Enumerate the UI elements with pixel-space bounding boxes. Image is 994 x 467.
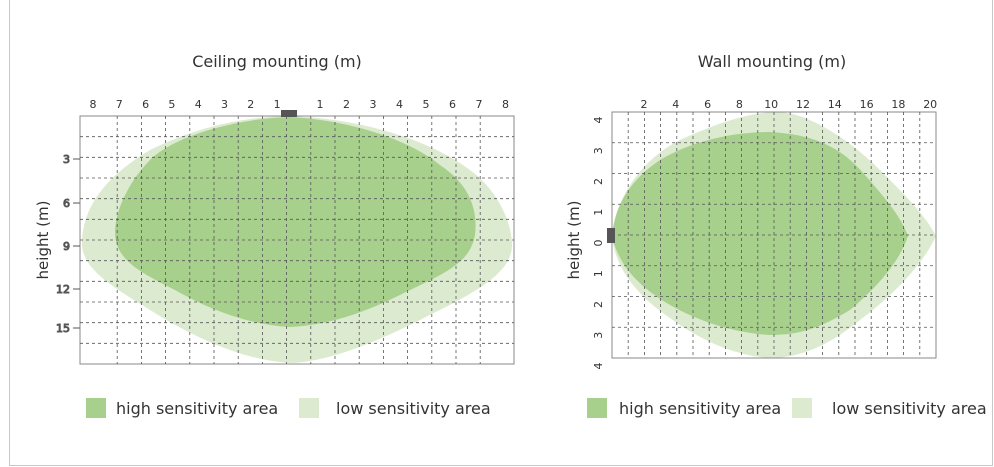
ceiling-horizontal-gridlines: [80, 136, 514, 344]
wall-y-tick: 4: [592, 117, 605, 124]
ceiling-x-tick: 5: [168, 98, 175, 111]
wall-x-tick: 8: [736, 98, 743, 111]
ceiling-x-tick: 8: [502, 98, 509, 111]
legend-low-label: low sensitivity area: [336, 399, 491, 418]
wall-x-tick: 14: [828, 98, 842, 111]
legend-low-label: low sensitivity area: [832, 399, 987, 418]
wall-x-tick: 6: [704, 98, 711, 111]
legend-high-label: high sensitivity area: [116, 399, 278, 418]
ceiling-x-tick: 5: [423, 98, 430, 111]
ceiling-x-tick: 2: [343, 98, 350, 111]
ceiling-ylabel: height (m): [34, 201, 52, 280]
wall-y-tick: 1: [592, 270, 605, 277]
wall-x-tick: 16: [860, 98, 874, 111]
wall-y-ticks: 4 3 2 1 0 1 2 3 4: [592, 117, 605, 370]
wall-legend: high sensitivity area low sensitivity ar…: [587, 398, 987, 418]
ceiling-x-tick: 4: [396, 98, 403, 111]
ceiling-y-tick: 6: [63, 197, 70, 210]
wall-x-tick: 20: [923, 98, 937, 111]
wall-high-sensitivity-area: [612, 132, 908, 335]
ceiling-x-tick: 7: [116, 98, 123, 111]
wall-x-tick: 4: [672, 98, 679, 111]
wall-y-tick: 1: [592, 209, 605, 216]
legend-high-label: high sensitivity area: [619, 399, 781, 418]
ceiling-x-tick: 3: [221, 98, 228, 111]
ceiling-y-tick: 12: [56, 283, 70, 296]
ceiling-x-ticks: 8 7 6 5 4 3 2 1 1 2 3 4 5 6 7 8: [90, 98, 510, 111]
wall-y-tick: 2: [592, 301, 605, 308]
ceiling-x-tick: 2: [247, 98, 254, 111]
ceiling-x-tick: 4: [195, 98, 202, 111]
diagram-frame: [9, 0, 993, 466]
ceiling-legend: high sensitivity area low sensitivity ar…: [86, 398, 491, 418]
wall-chart: Wall mounting (m) 2 4 6 8 10 12 14 16 18 20 43210…: [565, 52, 937, 370]
wall-y-tick: 3: [592, 147, 605, 154]
ceiling-x-tick: 8: [90, 98, 97, 111]
ceiling-x-tick: 3: [370, 98, 377, 111]
ceiling-x-tick: 1: [274, 98, 281, 111]
legend-low-swatch: [792, 398, 812, 418]
wall-x-tick: 2: [641, 98, 648, 111]
wall-sensor-icon: [607, 228, 615, 243]
legend-low-swatch: [299, 398, 319, 418]
wall-x-tick: 10: [764, 98, 778, 111]
wall-title: Wall mounting (m): [698, 52, 846, 71]
wall-horizontal-gridlines: [612, 142, 936, 328]
ceiling-y-tick: 9: [63, 240, 70, 253]
ceiling-y-tick: 3: [63, 153, 70, 166]
ceiling-y-ticks: 3 6 9 12 15: [56, 153, 80, 336]
ceiling-x-tick: 7: [476, 98, 483, 111]
wall-y-tick: 3: [592, 332, 605, 339]
wall-x-tick: 12: [796, 98, 810, 111]
ceiling-x-tick: 1: [317, 98, 324, 111]
wall-y-tick: 2: [592, 178, 605, 185]
ceiling-title: Ceiling mounting (m): [192, 52, 362, 71]
legend-high-swatch: [86, 398, 106, 418]
ceiling-high-sensitivity-area: [115, 117, 476, 327]
wall-x-ticks: 2 4 6 8 10 12 14 16 18 20: [641, 98, 938, 111]
ceiling-sensor-icon: [281, 110, 297, 117]
ceiling-y-tick: 15: [56, 322, 70, 335]
wall-y-tick: 0: [592, 240, 605, 247]
wall-y-tick: 4: [592, 363, 605, 370]
wall-ylabel: height (m): [565, 201, 583, 280]
ceiling-x-tick: 6: [449, 98, 456, 111]
ceiling-x-tick: 6: [142, 98, 149, 111]
wall-x-tick: 18: [891, 98, 905, 111]
legend-high-swatch: [587, 398, 607, 418]
